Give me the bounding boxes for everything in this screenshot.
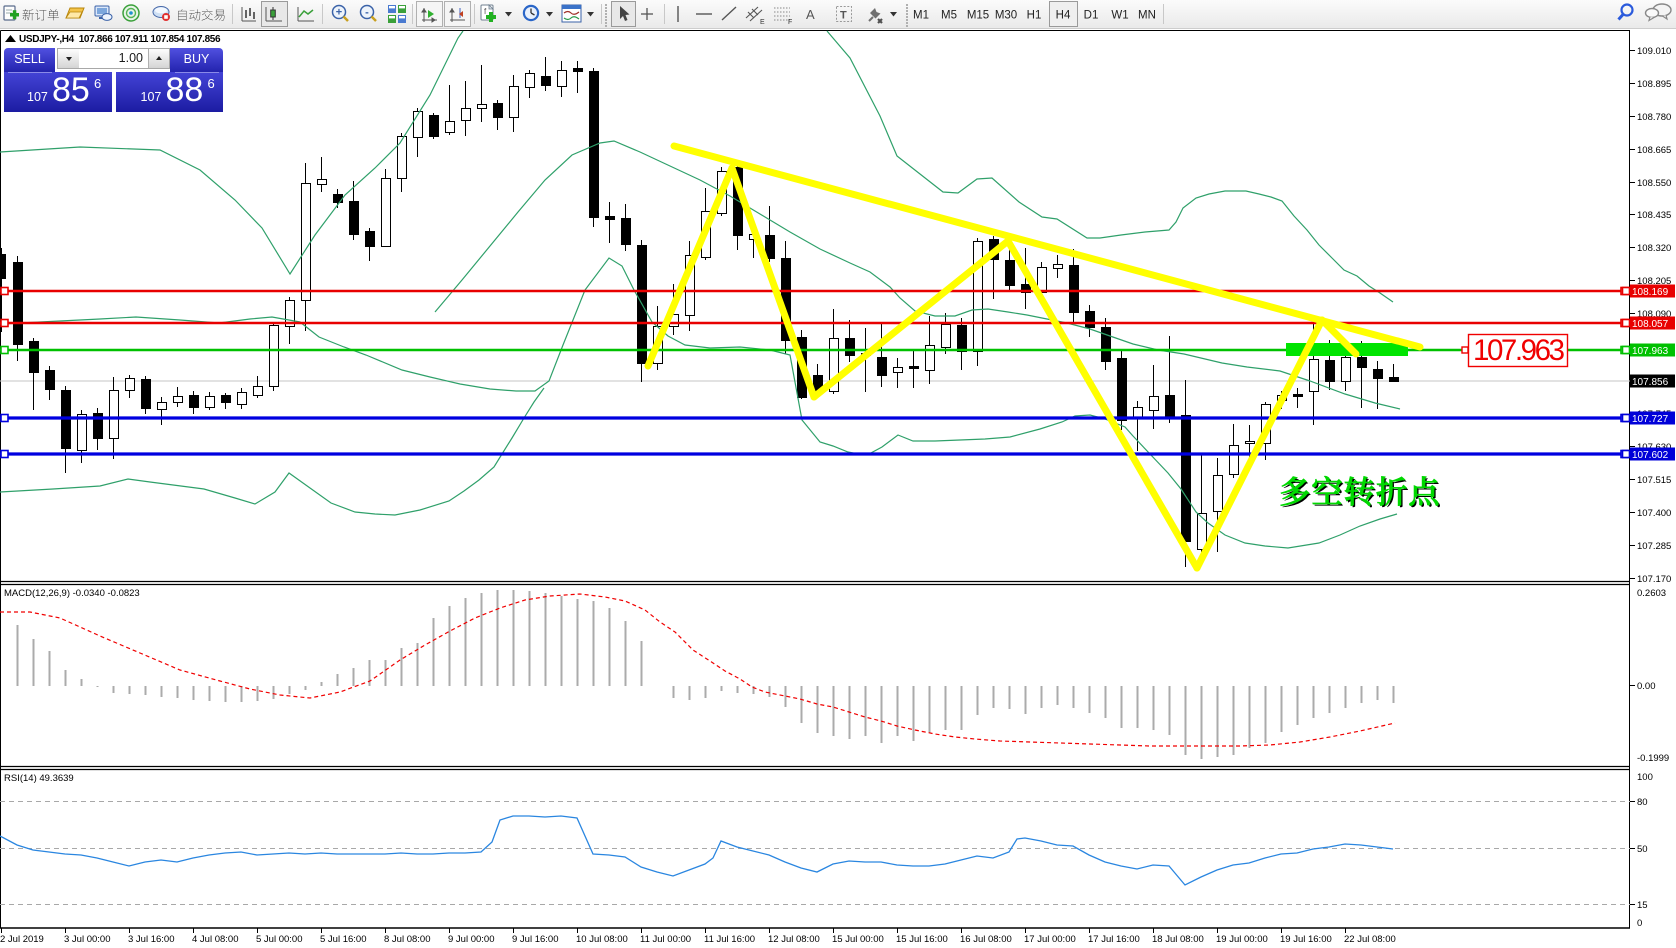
svg-text:M15: M15 (967, 10, 989, 22)
svg-text:107.515: 107.515 (1637, 475, 1671, 486)
svg-text:108.780: 108.780 (1637, 112, 1671, 123)
svg-text:-0.1999: -0.1999 (1637, 753, 1669, 764)
svg-text:E: E (760, 19, 765, 26)
svg-text:109.010: 109.010 (1637, 46, 1671, 57)
svg-text:0.00: 0.00 (1637, 681, 1656, 692)
svg-text:H1: H1 (1027, 10, 1042, 22)
svg-text:108.090: 108.090 (1637, 309, 1671, 320)
svg-text:11 Jul 16:00: 11 Jul 16:00 (704, 934, 755, 945)
svg-text:107.727: 107.727 (1632, 414, 1669, 425)
svg-text:108.550: 108.550 (1637, 178, 1671, 189)
svg-text:17 Jul 00:00: 17 Jul 00:00 (1024, 934, 1076, 945)
svg-text:T: T (840, 10, 847, 22)
svg-text:MN: MN (1138, 10, 1156, 22)
svg-text:MACD(12,26,9) -0.0340 -0.0823: MACD(12,26,9) -0.0340 -0.0823 (4, 588, 140, 599)
svg-text:80: 80 (1637, 797, 1648, 808)
svg-text:108.057: 108.057 (1632, 319, 1669, 330)
svg-text:107.856: 107.856 (1632, 377, 1669, 388)
svg-text:F: F (788, 19, 792, 26)
svg-text:15: 15 (1637, 900, 1648, 911)
svg-text:100: 100 (1637, 772, 1653, 783)
svg-text:M5: M5 (941, 10, 957, 22)
svg-text:USDJPY-,H4 107.866 107.911 10: USDJPY-,H4 107.866 107.911 107.854 107.8… (19, 34, 221, 45)
svg-text:22 Jul 08:00: 22 Jul 08:00 (1344, 934, 1396, 945)
svg-text:107.963: 107.963 (1632, 346, 1669, 357)
svg-text:108.205: 108.205 (1637, 276, 1671, 287)
svg-text:8 Jul 08:00: 8 Jul 08:00 (384, 934, 430, 945)
svg-text:10 Jul 08:00: 10 Jul 08:00 (576, 934, 628, 945)
svg-text:A: A (806, 7, 815, 22)
svg-text:3 Jul 16:00: 3 Jul 16:00 (128, 934, 174, 945)
svg-text:16 Jul 08:00: 16 Jul 08:00 (960, 934, 1012, 945)
svg-text:5 Jul 00:00: 5 Jul 00:00 (256, 934, 302, 945)
svg-text:15 Jul 00:00: 15 Jul 00:00 (832, 934, 884, 945)
svg-text:107.400: 107.400 (1637, 508, 1671, 519)
svg-text:107.602: 107.602 (1632, 450, 1669, 461)
svg-text:108.320: 108.320 (1637, 243, 1671, 254)
svg-text:18 Jul 08:00: 18 Jul 08:00 (1152, 934, 1204, 945)
svg-text:107.170: 107.170 (1637, 574, 1671, 585)
svg-text:108.169: 108.169 (1632, 287, 1669, 298)
svg-text:3 Jul 00:00: 3 Jul 00:00 (64, 934, 110, 945)
svg-text:-: - (365, 7, 369, 19)
svg-text:108.895: 108.895 (1637, 79, 1671, 90)
svg-text:108.435: 108.435 (1637, 210, 1671, 221)
svg-text:107.963: 107.963 (1473, 334, 1565, 367)
svg-text:108.665: 108.665 (1637, 145, 1671, 156)
svg-text:50: 50 (1637, 844, 1648, 855)
svg-text:11 Jul 00:00: 11 Jul 00:00 (640, 934, 691, 945)
svg-text:9 Jul 00:00: 9 Jul 00:00 (448, 934, 494, 945)
svg-text:4 Jul 08:00: 4 Jul 08:00 (192, 934, 238, 945)
svg-text:9 Jul 16:00: 9 Jul 16:00 (512, 934, 558, 945)
svg-text:5 Jul 16:00: 5 Jul 16:00 (320, 934, 366, 945)
svg-text:19 Jul 00:00: 19 Jul 00:00 (1216, 934, 1268, 945)
svg-text:M30: M30 (995, 10, 1017, 22)
svg-text:D1: D1 (1084, 10, 1099, 22)
svg-text:f: f (484, 7, 487, 16)
svg-text:17 Jul 16:00: 17 Jul 16:00 (1088, 934, 1140, 945)
svg-text:+: + (336, 7, 342, 19)
svg-text:2 Jul 2019: 2 Jul 2019 (0, 934, 44, 945)
svg-text:15 Jul 16:00: 15 Jul 16:00 (896, 934, 948, 945)
svg-text:12 Jul 08:00: 12 Jul 08:00 (768, 934, 820, 945)
svg-text:0.2603: 0.2603 (1637, 588, 1666, 599)
svg-text:0: 0 (1637, 918, 1642, 929)
svg-text:RSI(14) 49.3639: RSI(14) 49.3639 (4, 773, 74, 784)
svg-text:W1: W1 (1111, 10, 1128, 22)
svg-text:19 Jul 16:00: 19 Jul 16:00 (1280, 934, 1332, 945)
svg-text:H4: H4 (1056, 10, 1071, 22)
svg-text:M1: M1 (913, 10, 929, 22)
svg-text:107.285: 107.285 (1637, 541, 1671, 552)
